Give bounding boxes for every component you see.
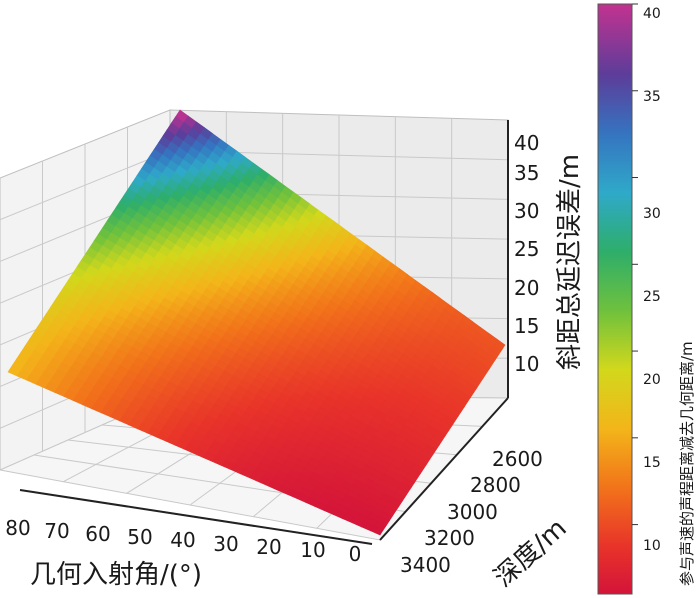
axes-lines xyxy=(19,120,509,545)
x-tick-label: 20 xyxy=(256,535,281,559)
colorbar-tick-label: 30 xyxy=(643,206,661,222)
x-tick-label: 0 xyxy=(349,542,362,566)
colorbar: 10 15 20 25 30 35 40 参与声速的声程距离减去几何距离/m xyxy=(597,3,696,595)
z-tick-label: 40 xyxy=(514,131,539,155)
x-tick-label: 10 xyxy=(300,538,325,562)
colorbar-tick-label: 40 xyxy=(643,6,661,22)
z-tick-label: 35 xyxy=(514,161,539,185)
y-axis-label: 深度/m xyxy=(489,513,573,593)
y-tick-label: 2600 xyxy=(492,447,543,471)
colorbar-gradient xyxy=(597,3,633,595)
z-tick-label: 20 xyxy=(514,276,539,300)
x-tick-label: 30 xyxy=(213,532,238,556)
z-tick-label: 10 xyxy=(514,352,539,376)
surface-plot xyxy=(7,109,506,536)
x-tick-label: 80 xyxy=(5,516,30,540)
y-tick-label: 3400 xyxy=(400,553,451,577)
colorbar-label: 参与声速的声程距离减去几何距离/m xyxy=(678,341,696,586)
colorbar-tick-label: 25 xyxy=(643,289,661,305)
z-tick-label: 30 xyxy=(514,199,539,223)
y-tick-labels: 2600 2800 3000 3200 3400 xyxy=(400,447,543,577)
colorbar-tick-label: 15 xyxy=(643,455,661,471)
x-tick-label: 60 xyxy=(85,522,110,546)
y-tick-label: 3200 xyxy=(424,526,475,550)
x-tick-labels: 80 70 60 50 40 30 20 10 0 xyxy=(5,516,361,566)
z-tick-labels: 10 15 20 25 30 35 40 xyxy=(514,131,539,376)
x-tick-label: 70 xyxy=(44,519,69,543)
colorbar-tick-label: 35 xyxy=(643,89,661,105)
x-tick-label: 40 xyxy=(170,528,195,552)
z-tick-label: 15 xyxy=(514,314,539,338)
surface-facet xyxy=(370,525,384,536)
z-axis-label: 斜距总延迟误差/m xyxy=(555,154,585,370)
y-tick-label: 2800 xyxy=(470,473,521,497)
x-axis-label: 几何入射角/(°) xyxy=(30,560,202,590)
colorbar-tick-label: 20 xyxy=(643,372,661,388)
y-tick-label: 3000 xyxy=(447,500,498,524)
colorbar-tick-label: 10 xyxy=(643,538,661,554)
z-tick-label: 25 xyxy=(514,237,539,261)
x-tick-label: 50 xyxy=(127,525,152,549)
